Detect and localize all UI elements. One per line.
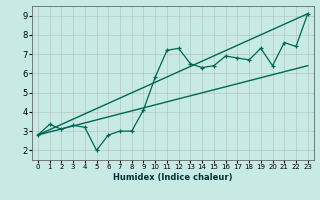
- X-axis label: Humidex (Indice chaleur): Humidex (Indice chaleur): [113, 173, 233, 182]
